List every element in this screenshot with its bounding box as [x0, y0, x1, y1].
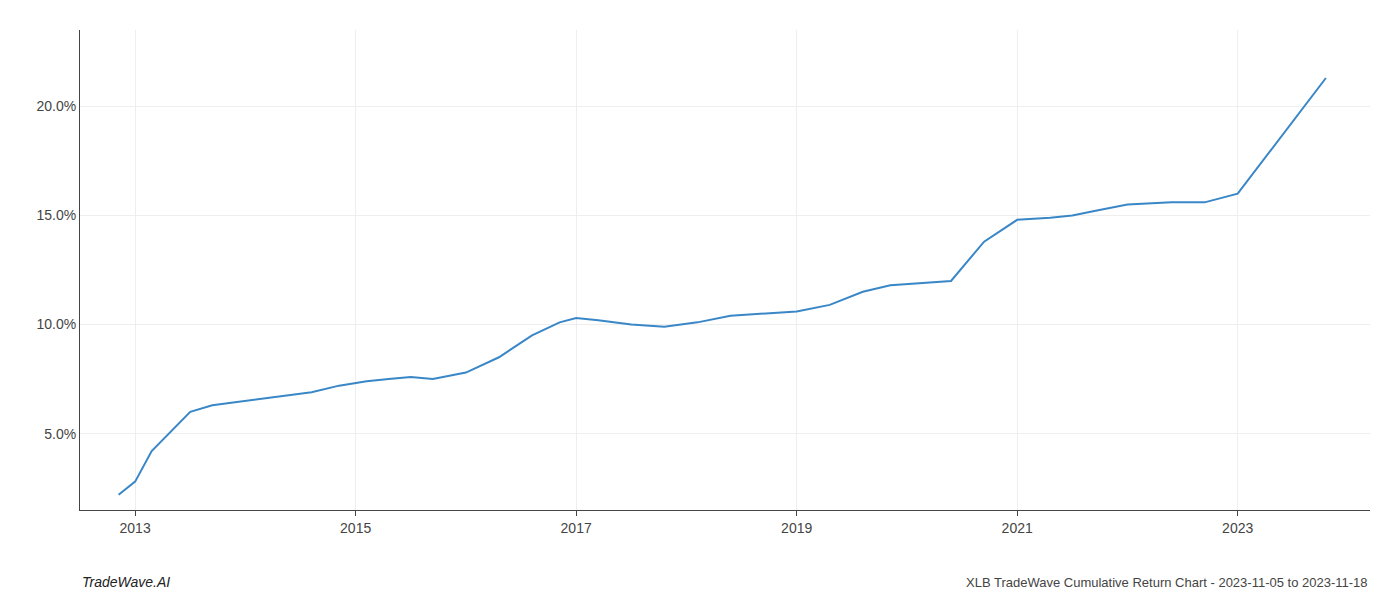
- svg-text:5.0%: 5.0%: [44, 426, 76, 442]
- svg-text:15.0%: 15.0%: [36, 207, 76, 223]
- svg-text:XLB TradeWave Cumulative Retur: XLB TradeWave Cumulative Return Chart - …: [966, 575, 1368, 590]
- svg-text:TradeWave.AI: TradeWave.AI: [82, 574, 170, 590]
- svg-text:2013: 2013: [120, 520, 151, 536]
- svg-text:2021: 2021: [1002, 520, 1033, 536]
- svg-text:2015: 2015: [340, 520, 371, 536]
- svg-text:2023: 2023: [1222, 520, 1253, 536]
- svg-text:10.0%: 10.0%: [36, 316, 76, 332]
- svg-text:20.0%: 20.0%: [36, 98, 76, 114]
- svg-text:2019: 2019: [781, 520, 812, 536]
- svg-text:2017: 2017: [561, 520, 592, 536]
